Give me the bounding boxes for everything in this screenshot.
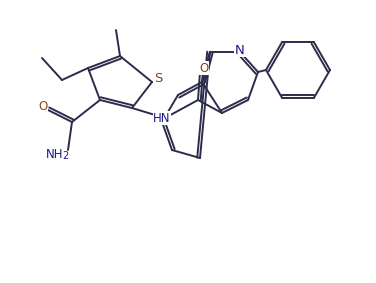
Text: NH: NH	[46, 147, 64, 160]
Text: HN: HN	[153, 112, 171, 125]
Text: O: O	[38, 100, 48, 113]
Text: N: N	[235, 44, 245, 57]
Text: 2: 2	[62, 151, 68, 161]
Text: O: O	[199, 61, 209, 74]
Text: S: S	[154, 72, 162, 85]
